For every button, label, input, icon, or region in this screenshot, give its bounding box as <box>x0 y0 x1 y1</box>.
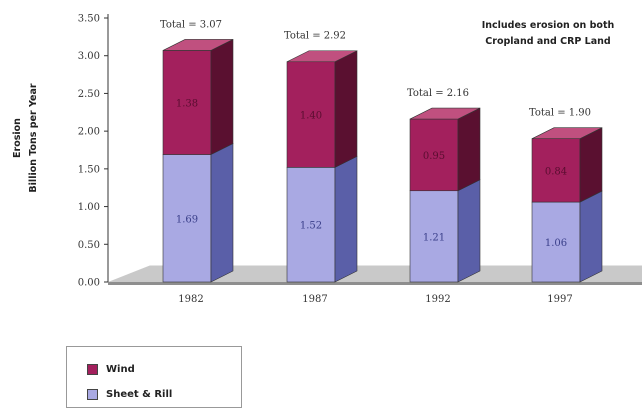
y-tick-label: 2.50 <box>78 89 100 100</box>
y-tick-label: 2.00 <box>78 127 100 138</box>
data-label-sheet-rill-1997: 1.06 <box>545 238 567 249</box>
legend-item-sheet-rill: Sheet & Rill <box>87 387 172 401</box>
chart-note-line1: Includes erosion on both <box>482 20 615 31</box>
y-axis-layer: 0.00 0.50 1.00 1.50 2.00 2.50 3.00 3.50 <box>78 14 108 289</box>
legend-label-wind: Wind <box>106 364 135 375</box>
y-tick-label: 1.00 <box>78 202 100 213</box>
x-tick-label-1982: 1982 <box>178 294 203 305</box>
data-label-wind-1987: 1.40 <box>300 111 322 122</box>
bar-side-sheet-rill-1992 <box>458 180 480 282</box>
chart-legend: Wind Sheet & Rill <box>66 346 242 408</box>
bar-side-wind-1982 <box>211 39 233 154</box>
total-label-1997: Total = 1.90 <box>529 108 591 119</box>
data-label-wind-1997: 0.84 <box>545 166 567 177</box>
legend-item-wind: Wind <box>87 362 135 376</box>
stacked-bar-chart: 0.00 0.50 1.00 1.50 2.00 2.50 3.00 3.50 1.69 1.3… <box>0 0 642 340</box>
bar-side-sheet-rill-1997 <box>580 191 602 282</box>
chart-floor-edge <box>108 282 642 285</box>
y-tick-label: 3.00 <box>78 51 100 62</box>
legend-swatch-wind <box>87 364 98 375</box>
total-label-1982: Total = 3.07 <box>160 19 222 30</box>
bar-side-wind-1987 <box>335 51 357 168</box>
total-label-1987: Total = 2.92 <box>284 31 346 42</box>
x-tick-label-1987: 1987 <box>302 294 327 305</box>
bar-side-wind-1992 <box>458 108 480 191</box>
data-label-sheet-rill-1992: 1.21 <box>423 232 445 243</box>
bar-side-sheet-rill-1982 <box>211 144 233 282</box>
bars-layer <box>163 39 602 282</box>
total-label-1992: Total = 2.16 <box>407 88 469 99</box>
chart-note-line2: Cropland and CRP Land <box>485 36 610 47</box>
y-axis-label-line2: Billion Tons per Year <box>28 83 39 192</box>
legend-label-sheet-rill: Sheet & Rill <box>106 389 172 400</box>
bar-side-sheet-rill-1987 <box>335 156 357 282</box>
legend-swatch-sheet-rill <box>87 389 98 400</box>
bar-side-wind-1997 <box>580 128 602 202</box>
y-tick-label: 3.50 <box>78 14 100 25</box>
y-tick-label: 1.50 <box>78 164 100 175</box>
x-tick-label-1992: 1992 <box>425 294 450 305</box>
data-label-sheet-rill-1982: 1.69 <box>176 214 198 225</box>
data-label-sheet-rill-1987: 1.52 <box>300 221 322 232</box>
y-axis-label-line1: Erosion <box>12 118 23 158</box>
data-label-wind-1982: 1.38 <box>176 98 198 109</box>
y-tick-label: 0.50 <box>78 240 100 251</box>
x-tick-label-1997: 1997 <box>547 294 572 305</box>
data-label-wind-1992: 0.95 <box>423 151 445 162</box>
y-tick-label: 0.00 <box>78 278 100 289</box>
